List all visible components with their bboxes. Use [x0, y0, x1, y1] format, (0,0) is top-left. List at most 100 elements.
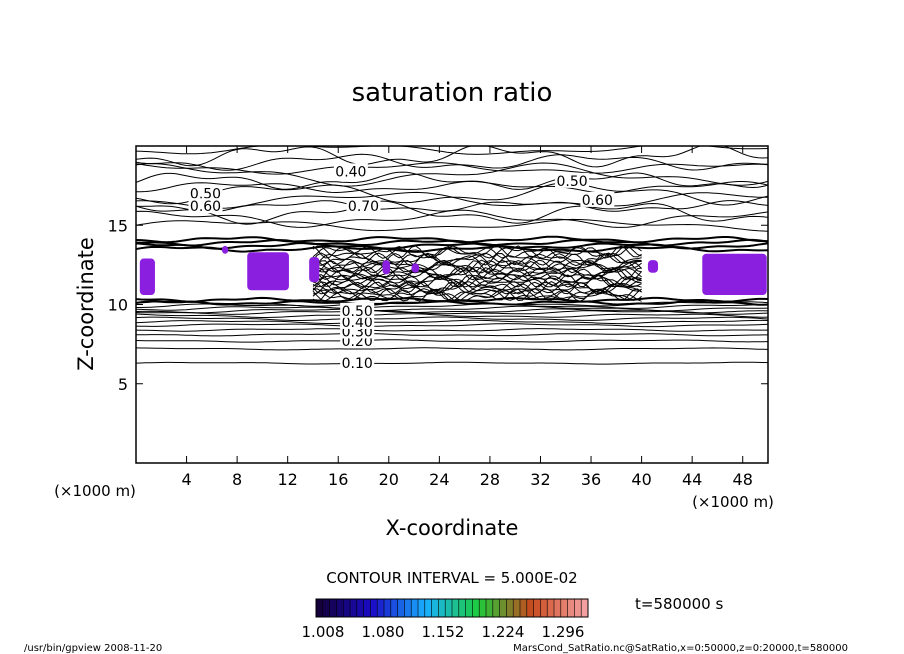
- contour-label: 0.60: [190, 199, 221, 215]
- colorbar-cell: [567, 599, 575, 617]
- contour-line: [136, 347, 768, 351]
- colorbar-cell: [363, 599, 371, 617]
- colorbar-tick-label: 1.080: [362, 623, 405, 641]
- contour-line: [136, 361, 768, 365]
- x-unit-label-right: (×1000 m): [692, 493, 774, 511]
- colorbar-cell: [560, 599, 568, 617]
- contour-labels: 0.100.200.300.400.500.400.500.60 0.700.50…: [188, 163, 615, 372]
- contour-line: [136, 300, 768, 306]
- supersaturated-region: [221, 245, 229, 254]
- chart-title: saturation ratio: [352, 78, 553, 108]
- contour-line: [312, 245, 642, 259]
- colorbar-cell: [411, 599, 419, 617]
- colorbar-cell: [547, 599, 555, 617]
- colorbar-cell: [479, 599, 487, 617]
- colorbar-cell: [452, 599, 460, 617]
- contour-line: [312, 245, 642, 259]
- contour-line: [136, 153, 768, 171]
- colorbar-cell: [390, 599, 398, 617]
- contour-line: [312, 281, 642, 295]
- y-tick-label: 5: [118, 375, 128, 394]
- contour-line: [312, 266, 642, 281]
- contour-line: [136, 162, 768, 187]
- contour-label-bg: [346, 198, 381, 214]
- contour-line: [312, 252, 642, 267]
- supersaturated-region: [247, 252, 289, 291]
- contour-line: [136, 339, 768, 343]
- contour-label: 0.60: [582, 193, 613, 209]
- contour-line: [312, 288, 642, 302]
- x-tick-label: 20: [379, 470, 399, 489]
- contour-interval-text: CONTOUR INTERVAL = 5.000E-02: [326, 569, 577, 587]
- colorbar-cell: [424, 599, 432, 617]
- contour-line: [136, 303, 768, 309]
- colorbar-cell: [377, 599, 385, 617]
- colorbar-tick-label: 1.224: [482, 623, 525, 641]
- x-tick-label: 44: [682, 470, 702, 489]
- colorbar-cell: [404, 599, 412, 617]
- colorbar-cell: [465, 599, 473, 617]
- colorbar-cell: [520, 599, 528, 617]
- contour-label: 0.40: [342, 315, 373, 331]
- colorbar-cell: [431, 599, 439, 617]
- contour-line: [136, 182, 768, 206]
- contour-line: [136, 146, 768, 155]
- colorbar-cell: [336, 599, 344, 617]
- colorbar-cell: [356, 599, 364, 617]
- colorbar-cell: [343, 599, 351, 617]
- colorbar-cell: [370, 599, 378, 617]
- colorbar-cell: [533, 599, 541, 617]
- time-label: t=580000 s: [635, 595, 723, 613]
- contour-label-bg: [340, 355, 375, 371]
- contour-line: [312, 281, 642, 295]
- colorbar-cell: [540, 599, 548, 617]
- colorbar-cell: [554, 599, 562, 617]
- contour-label: 0.70: [348, 199, 379, 215]
- contour-line: [136, 200, 768, 225]
- contour-label-bg: [340, 302, 375, 318]
- contour-label-bg: [188, 198, 223, 214]
- colorbar-cell: [397, 599, 405, 617]
- y-tick-label: 15: [108, 216, 128, 235]
- y-axis-label: Z-coordinate: [74, 237, 98, 371]
- x-tick-label: 48: [733, 470, 753, 489]
- contour-label-bg: [580, 191, 615, 207]
- colorbar-cell: [486, 599, 494, 617]
- contour-line: [136, 235, 768, 244]
- colorbar-tick-label: 1.152: [422, 623, 465, 641]
- x-tick-label: 8: [232, 470, 242, 489]
- contour-line: [312, 259, 642, 274]
- contour-lines: [136, 146, 768, 365]
- x-axis-ticks: 4 8 12 16 20 24 28 32 36 40 44 48: [181, 146, 753, 489]
- contour-label: 0.10: [342, 356, 373, 372]
- contour-label-bg: [188, 185, 223, 201]
- colorbar-cell: [526, 599, 534, 617]
- colorbar-tick-label: 1.008: [302, 623, 345, 641]
- contour-line: [136, 323, 768, 328]
- y-tick-label: 10: [108, 296, 128, 315]
- colorbar-cell: [492, 599, 500, 617]
- colorbar: [315, 598, 589, 618]
- colorbar-frame: [315, 598, 589, 618]
- contour-line: [136, 313, 768, 318]
- colorbar-cell: [384, 599, 392, 617]
- x-tick-label: 32: [530, 470, 550, 489]
- contour-line: [136, 180, 768, 194]
- contour-line: [312, 259, 642, 274]
- x-axis-label: X-coordinate: [386, 516, 519, 540]
- x-tick-label: 36: [581, 470, 601, 489]
- supersaturated-region: [309, 256, 320, 283]
- colorbar-cell: [574, 599, 582, 617]
- contour-line: [136, 162, 768, 175]
- contour-line: [312, 252, 642, 267]
- colorbar-cell: [445, 599, 453, 617]
- colorbar-cell: [506, 599, 514, 617]
- y-axis-ticks: 5 10 15: [108, 216, 768, 394]
- colorbar-cell: [322, 599, 330, 617]
- colorbar-tick-label: 1.296: [542, 623, 585, 641]
- contour-line: [312, 275, 642, 288]
- contour-line: [136, 171, 768, 190]
- contour-line: [136, 328, 768, 332]
- colorbar-cell: [438, 599, 446, 617]
